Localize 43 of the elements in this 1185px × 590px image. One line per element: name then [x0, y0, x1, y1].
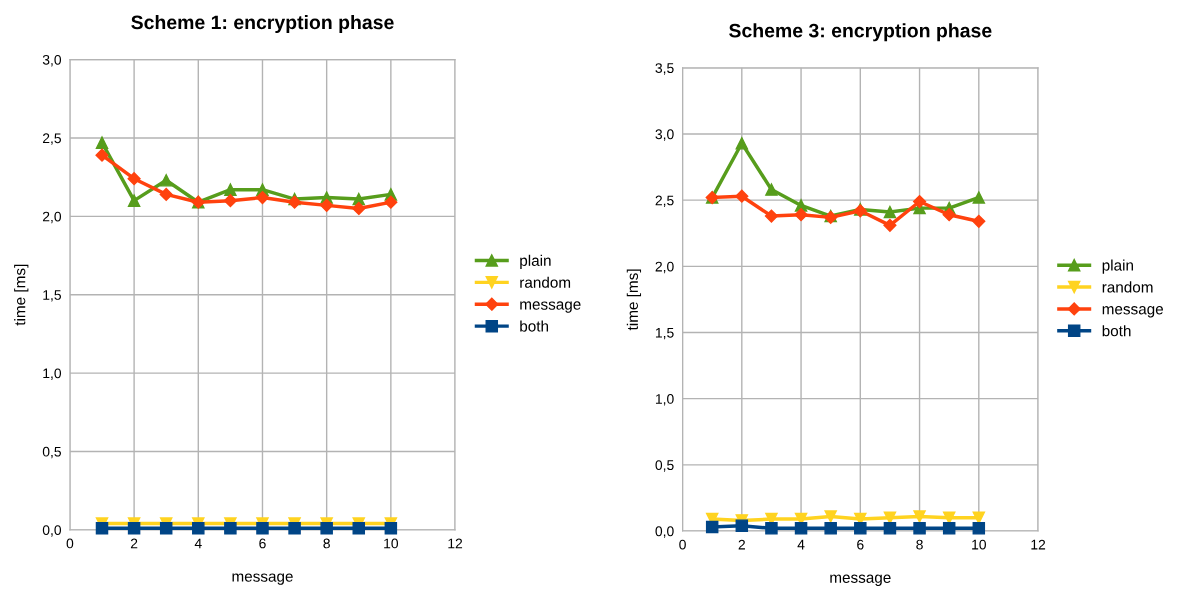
y-tick-label: 3,0: [655, 129, 674, 141]
x-tick-label: 2: [738, 539, 745, 550]
y-tick-label: 0,0: [42, 525, 62, 537]
x-tick-label: 0: [66, 538, 74, 549]
x-tick-label: 4: [194, 538, 202, 549]
y-tick-label: 3,5: [655, 63, 674, 75]
y-tick-label: 0,5: [655, 460, 674, 472]
x-tick-label: 10: [972, 539, 986, 550]
x-tick-label: 4: [797, 539, 805, 550]
legend-label: plain: [520, 254, 551, 269]
chart-title: Scheme 1: encryption phase: [131, 14, 394, 34]
legend-label: message: [520, 301, 581, 313]
y-tick-label: 2,0: [42, 211, 62, 224]
y-tick-label: 0,5: [42, 446, 61, 459]
x-tick-label: 0: [679, 539, 686, 550]
y-tick-label: 2,5: [655, 195, 674, 207]
x-axis-title: message: [232, 573, 293, 585]
legend-label: both: [1102, 325, 1131, 337]
y-tick-label: 2,5: [42, 133, 61, 145]
y-tick-label: 1,5: [43, 290, 61, 302]
legend-label: plain: [1102, 259, 1133, 274]
x-tick-label: 10: [384, 538, 399, 549]
y-tick-label: 1,0: [655, 394, 674, 406]
legend-label: both: [520, 320, 549, 332]
x-tick-label: 6: [857, 539, 864, 550]
y-tick-label: 1,5: [655, 327, 674, 340]
x-tick-label: 12: [1031, 539, 1046, 550]
x-tick-label: 12: [448, 538, 463, 549]
y-axis-title: time [ms]: [14, 264, 29, 326]
x-tick-label: 8: [323, 538, 330, 549]
legend-label: random: [1102, 281, 1153, 293]
y-tick-label: 0,0: [655, 526, 674, 538]
y-tick-label: 2,0: [655, 261, 674, 274]
x-axis-title: message: [830, 574, 891, 586]
y-tick-label: 3,0: [42, 54, 62, 67]
y-axis-title: time [ms]: [626, 269, 642, 331]
legend-label: message: [1102, 306, 1164, 318]
x-tick-label: 2: [130, 538, 138, 549]
x-tick-label: 8: [916, 539, 923, 550]
chart-title: Scheme 3: encryption phase: [729, 23, 992, 42]
x-tick-label: 6: [259, 538, 266, 549]
legend-label: random: [520, 276, 571, 288]
y-tick-label: 1,0: [43, 368, 62, 380]
